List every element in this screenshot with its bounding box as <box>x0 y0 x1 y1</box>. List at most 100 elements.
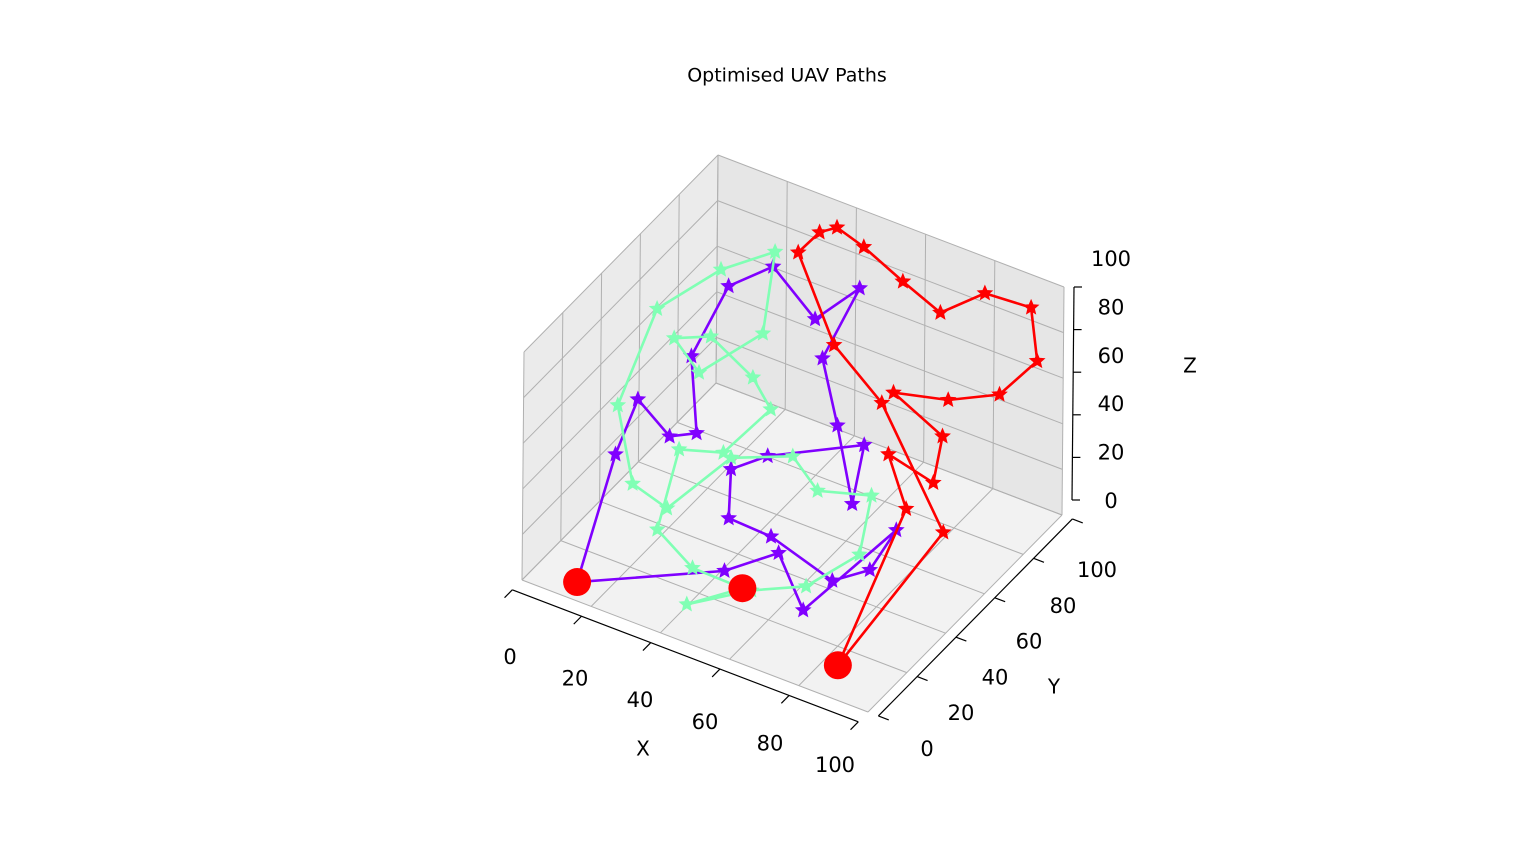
waypoint-marker <box>1028 352 1046 369</box>
grid-line <box>522 245 718 444</box>
y-tick-label: 100 <box>1077 558 1117 582</box>
grid-line <box>521 579 869 713</box>
grid-line <box>992 260 996 489</box>
waypoint-marker <box>1022 298 1040 315</box>
chart-title: Optimised UAV Paths <box>687 65 887 87</box>
waypoint-marker <box>855 436 873 453</box>
z-tick-label: 20 <box>1098 441 1125 465</box>
y-tick <box>916 675 928 682</box>
grid-line <box>729 461 924 660</box>
waypoint-marker <box>744 368 762 385</box>
grid-line <box>853 207 857 436</box>
waypoint-marker <box>825 336 843 353</box>
x-tick-label: 80 <box>757 731 784 755</box>
grid-line <box>1061 286 1065 516</box>
pane-left <box>522 155 718 580</box>
waypoint-marker <box>939 391 957 408</box>
grid-line <box>522 337 717 535</box>
y-tick-label: 80 <box>1050 594 1077 618</box>
waypoint-marker <box>609 396 627 413</box>
x-axis-line <box>512 589 859 723</box>
waypoint-marker <box>843 495 861 512</box>
waypoint-marker <box>880 445 897 462</box>
waypoint-marker <box>851 279 869 296</box>
z-tick-label: 40 <box>1098 392 1125 416</box>
grid-line <box>637 233 641 462</box>
waypoint-marker <box>624 474 641 491</box>
x-tick <box>711 668 721 678</box>
waypoint-marker <box>991 385 1008 402</box>
waypoint-marker <box>855 238 873 255</box>
grid-line <box>522 291 718 490</box>
grid-line <box>717 154 1065 288</box>
waypoint-marker <box>829 416 846 433</box>
waypoint-marker <box>811 223 828 240</box>
pane-floor <box>522 383 1062 712</box>
z-tick-label: 100 <box>1091 247 1131 271</box>
z-axis-label: Z <box>1183 354 1197 378</box>
depot-marker <box>823 651 852 680</box>
panes <box>522 155 1064 712</box>
waypoint-marker <box>720 509 738 526</box>
grid-line <box>590 409 786 607</box>
x-tick-label: 60 <box>692 710 719 734</box>
uav-path <box>616 249 874 606</box>
waypoint-marker <box>770 544 787 561</box>
waypoint-marker <box>885 383 902 400</box>
waypoint-marker <box>715 443 732 460</box>
waypoint-marker <box>716 562 733 578</box>
waypoint-marker <box>754 324 772 341</box>
grid-line <box>523 200 718 398</box>
grid-line <box>521 382 717 581</box>
waypoint-marker <box>722 460 740 477</box>
grid-line <box>521 351 525 581</box>
waypoint-marker <box>648 299 666 316</box>
x-axis-label: X <box>636 737 650 761</box>
y-tick-label: 60 <box>1016 630 1043 654</box>
z-tick-label: 0 <box>1104 489 1117 513</box>
waypoint-marker <box>934 523 952 540</box>
waypoint-marker <box>766 243 784 259</box>
waypoint-marker <box>762 400 780 417</box>
waypoint-marker <box>797 577 815 594</box>
waypoint-marker <box>861 561 879 578</box>
z-tick-label: 60 <box>1098 344 1125 368</box>
waypoint-marker <box>863 486 880 503</box>
waypoint-marker <box>789 243 807 260</box>
waypoint-marker <box>894 272 912 289</box>
pane-back <box>716 155 1064 515</box>
waypoint-marker <box>690 363 708 380</box>
grid-line <box>784 181 788 410</box>
x-tick-label: 100 <box>815 753 855 777</box>
waypoint-marker <box>688 424 705 441</box>
z-tick-label: 80 <box>1098 295 1125 319</box>
x-tick <box>504 589 513 599</box>
y-tick <box>955 636 967 642</box>
depot-marker <box>563 568 592 597</box>
depot-marker <box>728 574 757 603</box>
waypoint-marker <box>670 440 688 457</box>
waypoint-marker <box>873 394 891 411</box>
grid-line <box>717 200 1064 334</box>
y-tick <box>1072 518 1083 524</box>
grid-line <box>599 273 603 502</box>
y-axis-line <box>877 518 1073 717</box>
waypoint-marker <box>684 559 701 576</box>
waypoint-marker <box>629 390 647 407</box>
waypoint-marker <box>648 520 666 537</box>
waypoint-marker <box>658 499 676 516</box>
waypoint-marker <box>828 218 846 235</box>
grid-line <box>923 234 927 463</box>
y-tick-label: 0 <box>920 737 933 761</box>
z-axis-line <box>1071 286 1075 501</box>
y-tick-label: 20 <box>948 701 975 725</box>
x-tick-label: 20 <box>562 667 589 691</box>
x-tick-label: 40 <box>627 688 654 712</box>
waypoint-marker <box>712 260 730 277</box>
waypoint-marker <box>814 349 831 366</box>
y-tick <box>878 715 889 721</box>
plot-area <box>563 218 1046 680</box>
waypoint-marker <box>678 595 696 612</box>
waypoint-marker <box>607 445 624 462</box>
